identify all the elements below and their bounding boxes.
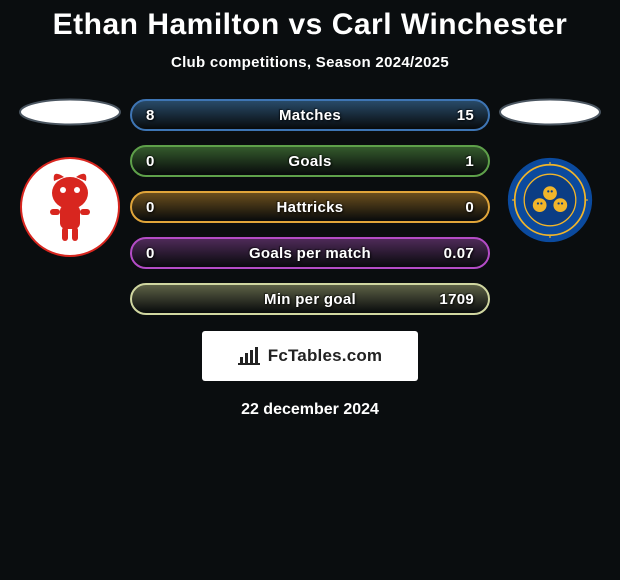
page-subtitle: Club competitions, Season 2024/2025 (0, 54, 620, 71)
stat-row-goals-per-match: 0 Goals per match 0.07 (130, 237, 490, 269)
stat-label: Matches (279, 107, 341, 124)
stat-left-value: 0 (146, 245, 155, 262)
ellipse-marker-left (18, 97, 122, 127)
stat-right-value: 15 (457, 107, 474, 124)
stat-label: Hattricks (277, 199, 344, 216)
stat-label: Goals per match (249, 245, 371, 262)
stat-row-min-per-goal: Min per goal 1709 (130, 283, 490, 315)
player-right-column (490, 95, 610, 243)
watermark-badge: FcTables.com (202, 331, 418, 381)
club-crest-right (507, 157, 593, 243)
stats-column: 8 Matches 15 0 Goals 1 0 Hattricks 0 0 G… (130, 95, 490, 315)
stat-right-value: 0.07 (444, 245, 474, 262)
ellipse-marker-right (498, 97, 602, 127)
bar-chart-icon (238, 347, 260, 365)
date-text: 22 december 2024 (0, 401, 620, 419)
page-title: Ethan Hamilton vs Carl Winchester (0, 8, 620, 42)
stat-left-value: 0 (146, 153, 155, 170)
player-left-column (10, 95, 130, 257)
stat-left-value: 0 (146, 199, 155, 216)
stat-row-matches: 8 Matches 15 (130, 99, 490, 131)
watermark-text: FcTables.com (268, 346, 383, 366)
stat-row-goals: 0 Goals 1 (130, 145, 490, 177)
stat-right-value: 1709 (439, 291, 474, 308)
stat-row-hattricks: 0 Hattricks 0 (130, 191, 490, 223)
club-crest-left (20, 157, 120, 257)
stat-right-value: 0 (465, 199, 474, 216)
stat-right-value: 1 (465, 153, 474, 170)
stat-label: Min per goal (264, 291, 356, 308)
stat-label: Goals (288, 153, 331, 170)
stat-left-value: 8 (146, 107, 155, 124)
